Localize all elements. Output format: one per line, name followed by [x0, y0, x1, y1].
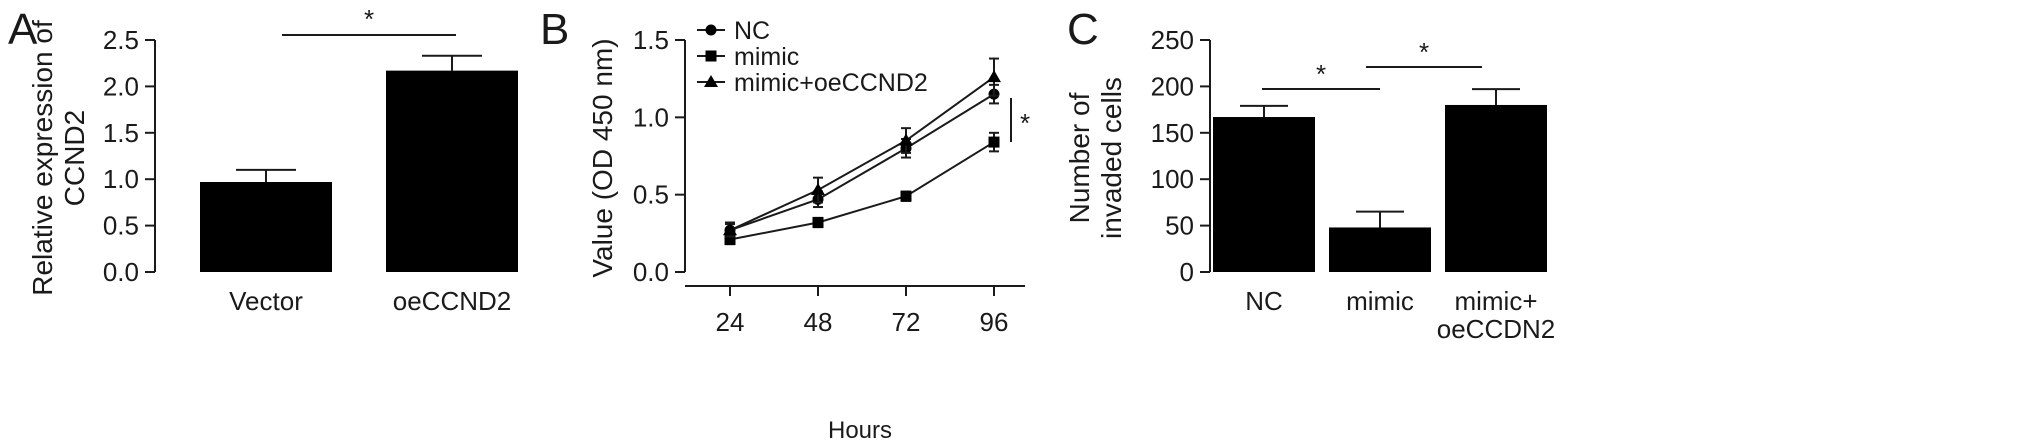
panel-a-y-axis: 0.0 0.5 1.0 1.5 2.0 2.5	[103, 25, 156, 287]
panel-b-x-axis: 24 48 72 96	[685, 285, 1025, 337]
legend-marker-triangle	[704, 75, 718, 87]
panel-c-x-tick-label: mimic+	[1454, 286, 1537, 316]
panel-a-y-label-line: CCND2	[59, 110, 90, 206]
panel-c-y-label-line: invaded cells	[1096, 77, 1127, 239]
panel-a-y-axis-label: Relative expression of CCND2	[27, 20, 90, 296]
legend-label: mimic+oeCCND2	[734, 69, 928, 97]
panel-c-y-tick-label: 50	[1165, 211, 1194, 241]
panel-c-x-tick-label: NC	[1245, 286, 1283, 316]
panel-b: B Value (OD 450 nm) 0.0 0.5 1.0 1.5 24 48 72 9…	[540, 5, 1030, 444]
panel-b-y-tick-label: 1.0	[633, 102, 669, 132]
panel-c-significance-star-2: *	[1419, 37, 1429, 67]
panel-a-y-tick-label: 0.5	[103, 211, 139, 241]
legend-label: NC	[734, 17, 770, 45]
panel-b-point-mimic	[724, 234, 736, 246]
panel-b-x-tick-label: 72	[892, 307, 921, 337]
panel-a-significance: *	[282, 4, 456, 36]
panel-b-significance: *	[1010, 98, 1030, 142]
panel-b-series	[723, 57, 1001, 246]
panel-c-y-tick-label: 100	[1151, 164, 1194, 194]
panel-b-significance-star: *	[1020, 108, 1030, 138]
panel-b-series-line-mimic+oeCCND2	[729, 76, 995, 232]
panel-b-y-tick-label: 0.5	[633, 180, 669, 210]
panel-b-point-mimic+oeCCND2	[811, 183, 825, 196]
panel-c-x-ticks: NC mimic mimic+oeCCDN2	[1245, 286, 1555, 344]
panel-a-bar-1	[200, 181, 332, 272]
panel-a-significance-star: *	[364, 4, 374, 34]
panel-a-y-tick-label: 1.0	[103, 164, 139, 194]
panel-b-y-axis: 0.0 0.5 1.0 1.5	[633, 25, 686, 287]
panel-a-y-label-line: Relative expression of	[27, 20, 58, 296]
panel-c: C Number of invaded cells 0 50 100 150 200 250…	[1064, 5, 1555, 344]
panel-b-series-line-mimic	[729, 141, 995, 241]
panel-c-y-tick-label: 200	[1151, 71, 1194, 101]
panel-c-significance-star-1: *	[1316, 59, 1326, 89]
panel-a-y-tick-label: 2.0	[103, 71, 139, 101]
panel-b-letter: B	[540, 5, 569, 54]
panel-a-x-tick-label: oeCCND2	[393, 286, 512, 316]
panel-c-bars	[1213, 88, 1547, 273]
panel-c-bar-3	[1445, 104, 1547, 273]
panel-c-y-axis: 0 50 100 150 200 250	[1151, 25, 1211, 287]
panel-b-x-tick-label: 48	[804, 307, 833, 337]
panel-b-y-label-line: Value (OD 450 nm)	[587, 38, 618, 277]
panel-b-point-mimic	[812, 217, 824, 229]
panel-a-letter: A	[8, 5, 38, 54]
panel-c-bar-1	[1213, 117, 1315, 272]
panel-b-x-tick-label: 96	[980, 307, 1009, 337]
panel-a-x-ticks: Vector oeCCND2	[229, 286, 511, 316]
panel-b-x-axis-label: Hours	[828, 417, 892, 444]
panel-a-bar-2	[386, 70, 518, 273]
panel-c-y-label-line: Number of	[1064, 92, 1095, 223]
legend-label: mimic	[734, 43, 799, 71]
panel-c-letter: C	[1067, 5, 1099, 54]
panel-c-bar-2	[1329, 227, 1431, 272]
panel-b-x-tick-label: 24	[716, 307, 745, 337]
panel-b-y-tick-label: 0.0	[633, 257, 669, 287]
panel-b-y-tick-label: 1.5	[633, 25, 669, 55]
panel-c-significance: **	[1262, 37, 1482, 90]
panel-b-point-mimic+oeCCND2	[723, 223, 737, 236]
panel-b-point-mimic	[900, 190, 912, 202]
panel-c-y-tick-label: 150	[1151, 118, 1194, 148]
panel-a-bars	[200, 54, 518, 273]
panel-c-y-axis-label: Number of invaded cells	[1064, 77, 1127, 239]
panel-b-point-mimic	[988, 136, 1000, 148]
panel-a-y-tick-label: 0.0	[103, 257, 139, 287]
panel-c-y-tick-label: 0	[1180, 257, 1194, 287]
panel-c-x-tick-label: oeCCDN2	[1437, 314, 1556, 344]
panel-a: A Relative expression of CCND2 0.0 0.5 1.0 1…	[8, 4, 518, 316]
panel-c-x-tick-label: mimic	[1346, 286, 1414, 316]
panel-b-point-mimic+oeCCND2	[987, 70, 1001, 83]
panel-b-y-axis-label: Value (OD 450 nm)	[587, 38, 618, 277]
panel-b-series-line-NC	[729, 93, 995, 232]
panel-a-x-tick-label: Vector	[229, 286, 303, 316]
legend-marker-square	[705, 50, 717, 62]
panel-a-y-tick-label: 2.5	[103, 25, 139, 55]
panel-a-y-tick-label: 1.5	[103, 118, 139, 148]
legend-marker-circle	[705, 24, 717, 36]
panel-c-y-tick-label: 250	[1151, 25, 1194, 55]
panel-b-point-mimic+oeCCND2	[899, 133, 913, 146]
